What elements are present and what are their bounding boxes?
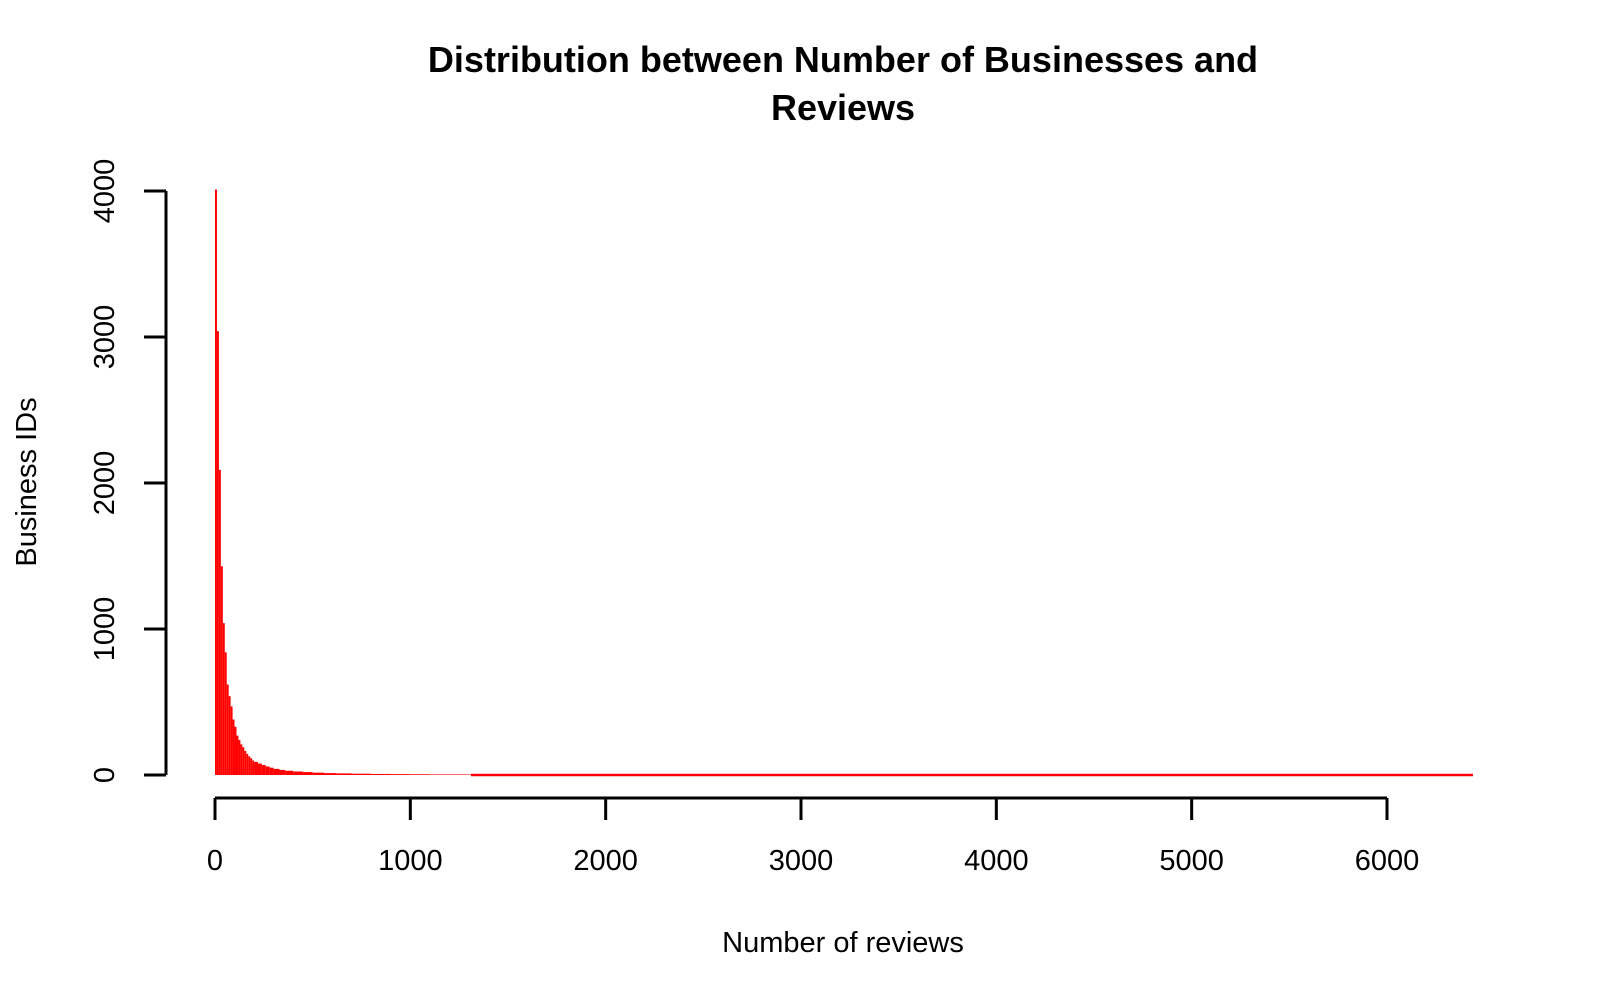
chart-title-line-1: Distribution between Number of Businesse… — [428, 39, 1258, 80]
histogram-bar — [303, 772, 313, 775]
y-axis-label: Business IDs — [11, 397, 43, 566]
histogram-bar — [313, 773, 325, 775]
histogram-bar — [250, 758, 252, 775]
histogram-bar — [371, 774, 391, 775]
histogram-bar — [236, 736, 238, 775]
y-axis: 0 1000 2000 3000 4000 — [89, 159, 166, 783]
x-tick-label: 3000 — [769, 845, 834, 877]
y-tick-label: 0 — [89, 767, 121, 783]
histogram-bar — [274, 769, 280, 775]
histogram-bar — [225, 652, 227, 775]
histogram-bar — [352, 774, 372, 775]
bars-group — [215, 190, 1473, 775]
histogram-bar — [254, 762, 258, 775]
histogram-bar — [410, 774, 430, 775]
histogram-bar — [270, 768, 274, 775]
histogram-bar — [293, 772, 303, 776]
histogram-bar — [285, 771, 293, 775]
chart-title: Distribution between Number of Businesse… — [428, 39, 1258, 128]
histogram-bar — [229, 696, 231, 775]
histogram-bar — [215, 190, 217, 775]
histogram-bar — [252, 760, 254, 775]
histogram-bar — [240, 744, 242, 775]
histogram-bar — [238, 740, 240, 775]
histogram-bar — [279, 770, 285, 775]
histogram-bar — [244, 751, 246, 775]
x-tick-label: 1000 — [378, 845, 443, 877]
histogram-bar — [430, 774, 469, 775]
histogram-bar — [235, 727, 237, 775]
x-tick-label: 5000 — [1159, 845, 1224, 877]
x-tick-label: 0 — [207, 845, 223, 877]
histogram-bar — [221, 566, 223, 775]
histogram-bar — [231, 706, 233, 775]
x-tick-label: 6000 — [1355, 845, 1420, 877]
histogram-bar — [223, 623, 225, 775]
histogram-bar — [217, 331, 219, 775]
histogram-bar — [336, 773, 352, 775]
histogram-bar — [233, 720, 235, 775]
y-tick-label: 4000 — [89, 159, 121, 224]
histogram-bar — [262, 765, 266, 775]
histogram-bar — [248, 756, 250, 775]
histogram-bar — [227, 684, 229, 775]
x-tick-label: 2000 — [573, 845, 638, 877]
x-axis-label: Number of reviews — [722, 927, 964, 959]
histogram-bar — [324, 773, 336, 775]
histogram-bar — [219, 470, 221, 775]
y-tick-label: 3000 — [89, 305, 121, 370]
y-tick-label: 1000 — [89, 597, 121, 662]
chart-title-line-2: Reviews — [771, 87, 915, 128]
histogram-bar — [242, 747, 244, 775]
x-axis: 0 1000 2000 3000 4000 5000 6000 — [207, 798, 1419, 877]
histogram-bar — [246, 754, 248, 775]
y-tick-label: 2000 — [89, 451, 121, 516]
histogram-bar — [266, 767, 270, 775]
x-tick-label: 4000 — [964, 845, 1029, 877]
histogram-bar — [258, 764, 262, 775]
histogram-bar — [391, 774, 411, 775]
